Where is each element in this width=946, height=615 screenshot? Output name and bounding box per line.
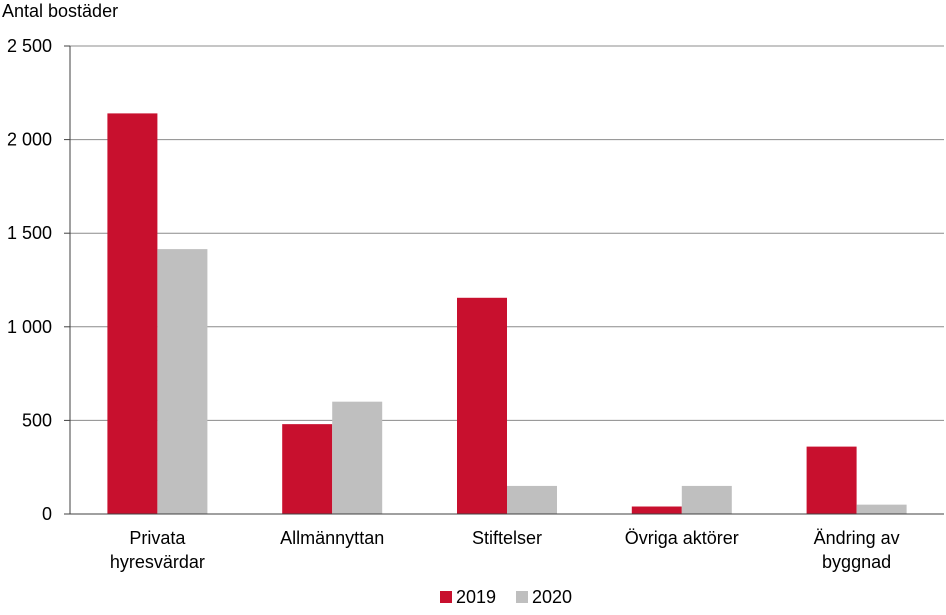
bar-2019 <box>631 506 682 514</box>
legend-label: 2019 <box>456 587 496 607</box>
legend-label: 2020 <box>532 587 572 607</box>
bars <box>107 113 907 514</box>
x-category-label: hyresvärdar <box>110 552 205 572</box>
y-tick-label: 1 000 <box>7 317 52 337</box>
y-tick-label: 2 000 <box>7 130 52 150</box>
x-category-label: Allmännyttan <box>280 528 384 548</box>
x-category-label: byggnad <box>822 552 891 572</box>
legend: 2019 2020 <box>440 587 572 607</box>
bar-2020 <box>157 249 208 514</box>
y-tick-label: 1 500 <box>7 223 52 243</box>
bar-2019 <box>457 297 507 514</box>
x-category-label: Ändring av <box>814 528 900 548</box>
bar-2019 <box>806 446 857 514</box>
legend-swatch-2020 <box>516 591 528 603</box>
x-category-label: Privata <box>129 528 186 548</box>
x-category-label: Övriga aktörer <box>625 528 739 548</box>
gridlines <box>70 45 944 421</box>
y-tick-label: 0 <box>42 504 52 524</box>
x-category-label: Stiftelser <box>472 528 542 548</box>
labels: Antal bostäder 0 500 1 000 1 500 2 000 2 500 Pr… <box>2 1 900 572</box>
bar-2020 <box>507 485 557 514</box>
bar-2019 <box>107 113 158 514</box>
legend-swatch-2019 <box>440 591 452 603</box>
y-axis-label: Antal bostäder <box>2 1 118 21</box>
bar-2020 <box>681 485 732 514</box>
bar-2020 <box>856 504 907 514</box>
bar-2020 <box>332 401 383 514</box>
y-tick-label: 500 <box>22 410 52 430</box>
y-tick-label: 2 500 <box>7 36 52 56</box>
axes <box>64 45 944 515</box>
bar-2019 <box>282 424 333 514</box>
